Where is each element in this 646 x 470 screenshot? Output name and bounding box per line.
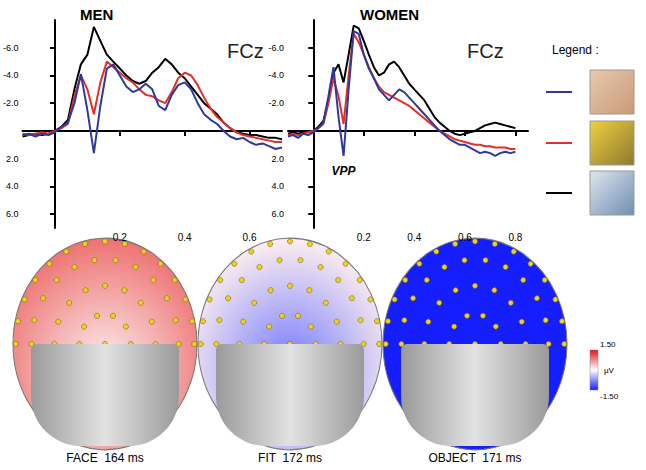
svg-text:6.0: 6.0 xyxy=(6,209,19,219)
svg-text:2.0: 2.0 xyxy=(271,154,284,164)
svg-text:µV: µV xyxy=(604,366,615,375)
svg-text:0.6: 0.6 xyxy=(243,232,257,243)
svg-text:0.4: 0.4 xyxy=(178,232,192,243)
svg-text:FCz: FCz xyxy=(227,40,264,62)
svg-text:6.0: 6.0 xyxy=(271,209,284,219)
svg-text:FACE 164 ms: FACE 164 ms xyxy=(66,451,143,465)
svg-text:-1.50: -1.50 xyxy=(600,392,619,401)
svg-text:-2.0: -2.0 xyxy=(268,98,284,108)
svg-text:0.4: 0.4 xyxy=(407,232,421,243)
svg-text:OBJECT 171 ms: OBJECT 171 ms xyxy=(428,451,521,465)
svg-text:4.0: 4.0 xyxy=(6,181,19,191)
svg-text:-6.0: -6.0 xyxy=(268,43,284,53)
svg-text:FCz: FCz xyxy=(467,40,504,62)
svg-text:-4.0: -4.0 xyxy=(268,70,284,80)
svg-text:0.6: 0.6 xyxy=(458,232,472,243)
svg-text:MEN: MEN xyxy=(80,6,113,23)
svg-text:1.50: 1.50 xyxy=(600,340,616,349)
svg-text:0.2: 0.2 xyxy=(113,232,127,243)
svg-text:2.0: 2.0 xyxy=(6,154,19,164)
svg-text:-4.0: -4.0 xyxy=(3,70,19,80)
svg-text:Legend :: Legend : xyxy=(552,43,599,57)
svg-text:FIT 172 ms: FIT 172 ms xyxy=(258,451,322,465)
svg-text:0.8: 0.8 xyxy=(508,232,522,243)
svg-text:4.0: 4.0 xyxy=(271,181,284,191)
svg-text:-2.0: -2.0 xyxy=(3,98,19,108)
svg-text:-6.0: -6.0 xyxy=(3,43,19,53)
svg-text:0.2: 0.2 xyxy=(357,232,371,243)
svg-text:WOMEN: WOMEN xyxy=(360,6,419,23)
svg-text:VPP: VPP xyxy=(332,164,357,178)
